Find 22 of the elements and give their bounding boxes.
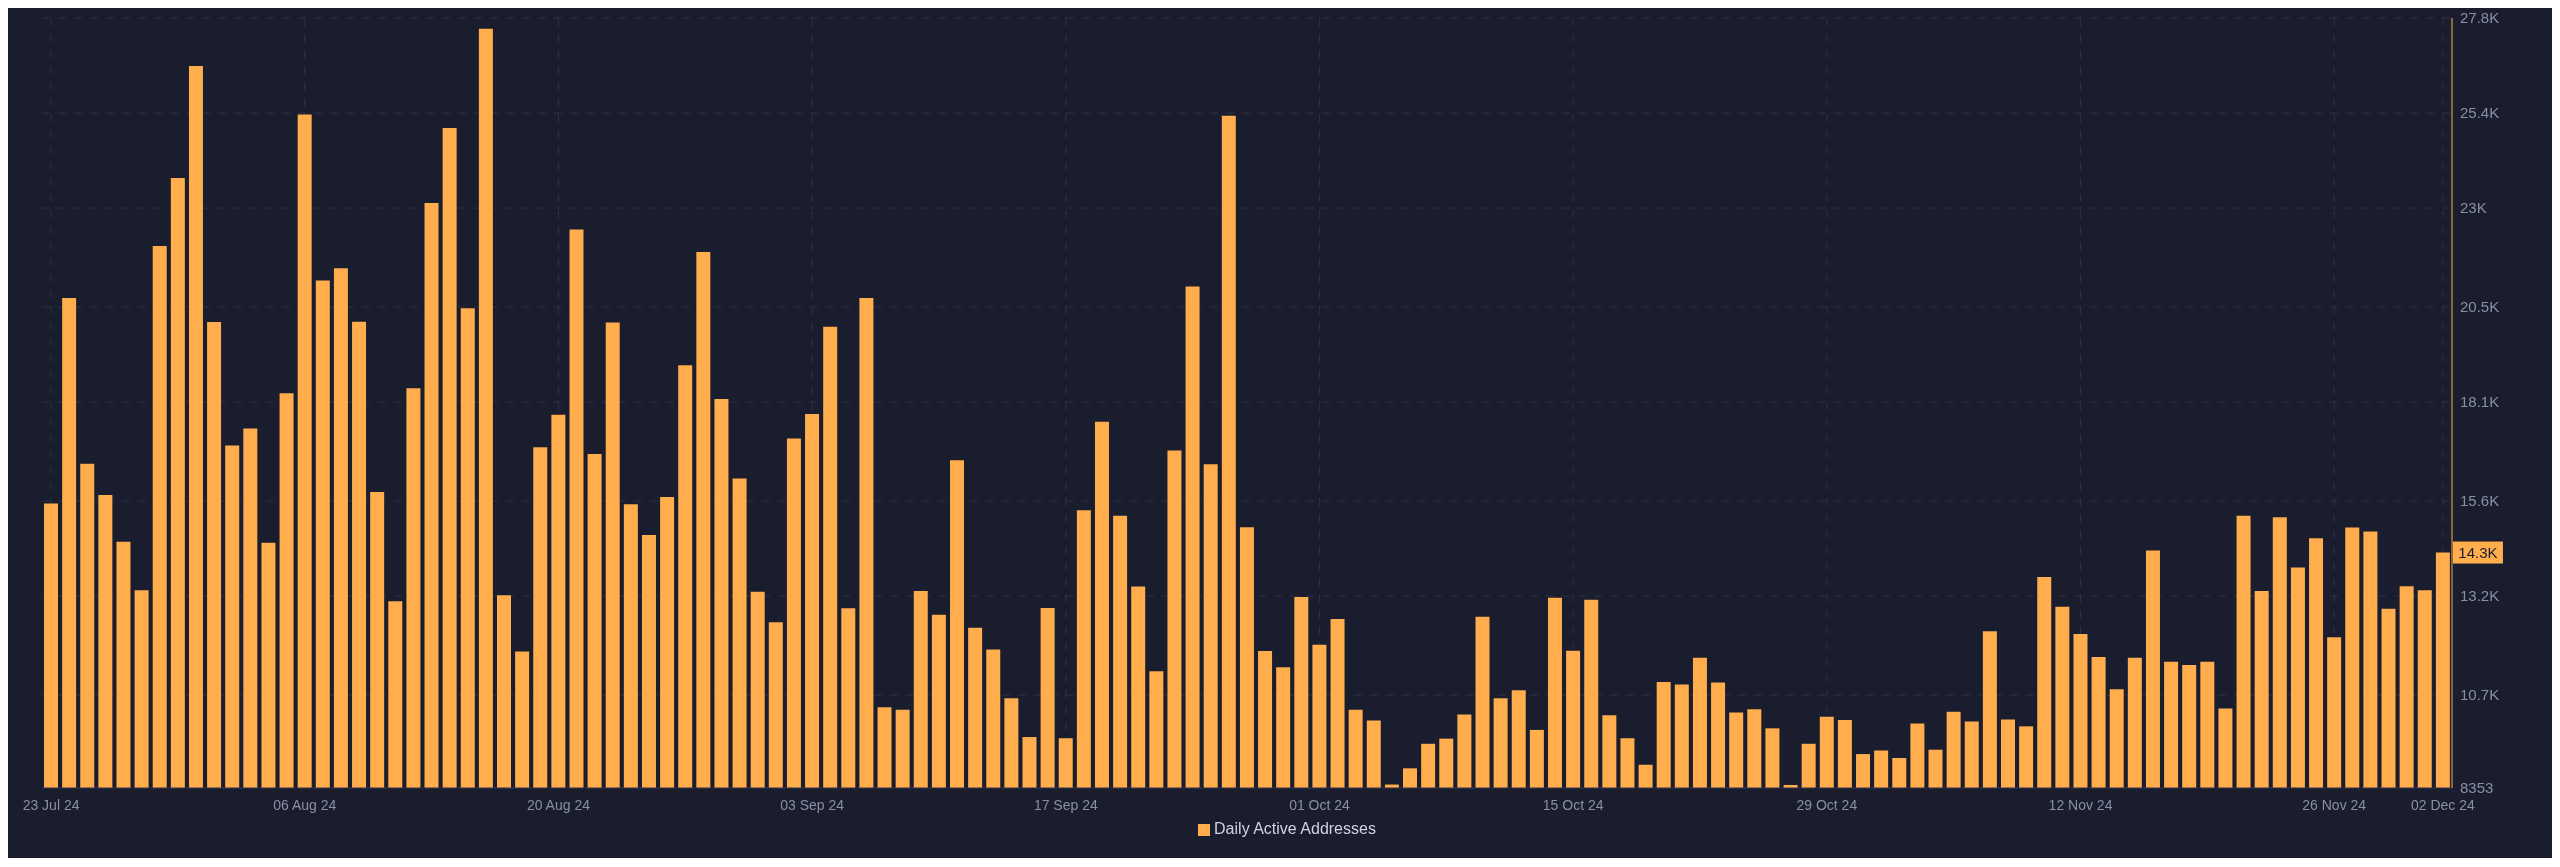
x-tick-label: 02 Dec 24 xyxy=(2411,797,2476,813)
y-tick-label: 27.8K xyxy=(2460,9,2500,27)
x-tick-label: 29 Oct 24 xyxy=(1796,797,1858,813)
y-tick-label: 15.6K xyxy=(2460,492,2500,510)
x-tick-label: 20 Aug 24 xyxy=(526,797,591,813)
legend-label: Daily Active Addresses xyxy=(1214,820,1376,837)
annotation: 14.3K xyxy=(2458,543,2498,561)
y-tick-label: 20.5K xyxy=(2460,298,2500,316)
x-tick-label: 26 Nov 24 xyxy=(2302,797,2367,813)
x-tick-label: 17 Sep 24 xyxy=(1033,797,1098,813)
y-tick-label: 23K xyxy=(2460,199,2487,217)
y-tick-label: 25.4K xyxy=(2460,104,2500,122)
y-tick-label: 10.7K xyxy=(2460,686,2500,704)
y-tick-label: 18.1K xyxy=(2460,393,2500,411)
x-tick-label: 01 Oct 24 xyxy=(1289,797,1351,813)
x-tick-label: 15 Oct 24 xyxy=(1542,797,1604,813)
x-tick-label: 03 Sep 24 xyxy=(780,797,845,813)
x-tick-label: 06 Aug 24 xyxy=(273,797,337,813)
x-tick-label: 12 Nov 24 xyxy=(2048,797,2113,813)
x-tick-label: 23 Jul 24 xyxy=(22,797,80,813)
y-tick-label: 13.2K xyxy=(2460,587,2500,605)
y-tick-label: 8353 xyxy=(2460,779,2494,797)
